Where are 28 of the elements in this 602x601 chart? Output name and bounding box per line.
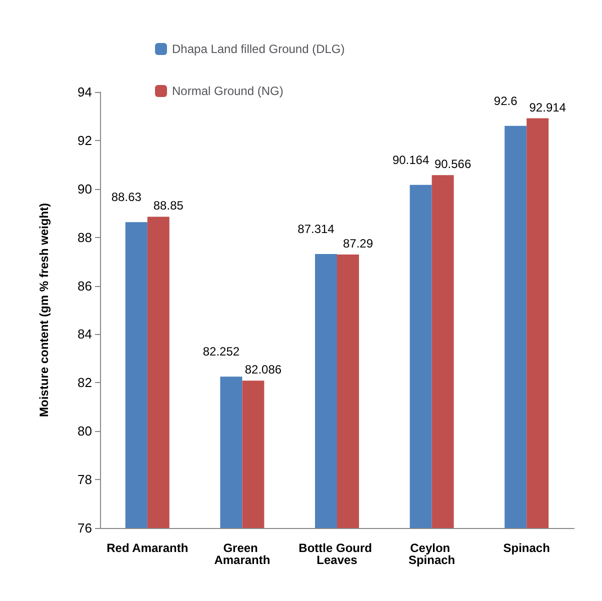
y-tick-label: 94	[78, 84, 92, 100]
y-tick-label: 86	[78, 278, 92, 294]
x-tick-label: Green Amaranth	[214, 541, 270, 567]
legend-label: Normal Ground (NG)	[172, 84, 284, 98]
y-tick-label: 76	[78, 520, 92, 536]
data-label: 90.164	[392, 152, 430, 167]
y-tick-label: 90	[78, 181, 92, 196]
y-tick-label: 82	[78, 375, 92, 390]
data-label: 92.914	[529, 100, 566, 114]
y-tick-label: 88	[78, 230, 92, 245]
data-label: 82.252	[202, 344, 240, 359]
data-label: 90.566	[434, 157, 472, 172]
y-tick-label: 80	[78, 424, 92, 439]
y-tick-label: 92	[78, 132, 92, 148]
y-tick-label: 78	[78, 472, 92, 488]
y-axis-title: Moisture content (gm % fresh weight)	[37, 202, 51, 418]
data-label: 88.85	[153, 198, 184, 213]
data-label: 82.086	[244, 362, 282, 377]
legend-label: Dhapa Land filled Ground (DLG)	[172, 42, 345, 56]
x-tick-label: Ceylon Spinach	[408, 541, 456, 567]
y-tick-label: 84	[78, 326, 92, 342]
data-label: 92.6	[494, 94, 518, 108]
data-label: 87.314	[298, 222, 335, 236]
data-label: 88.63	[111, 190, 142, 204]
data-label: 87.29	[342, 236, 374, 251]
x-tick-label: Spinach	[503, 541, 550, 555]
x-tick-label: Red Amaranth	[106, 541, 188, 555]
x-tick-label: Bottle Gourd Leaves	[298, 541, 376, 567]
